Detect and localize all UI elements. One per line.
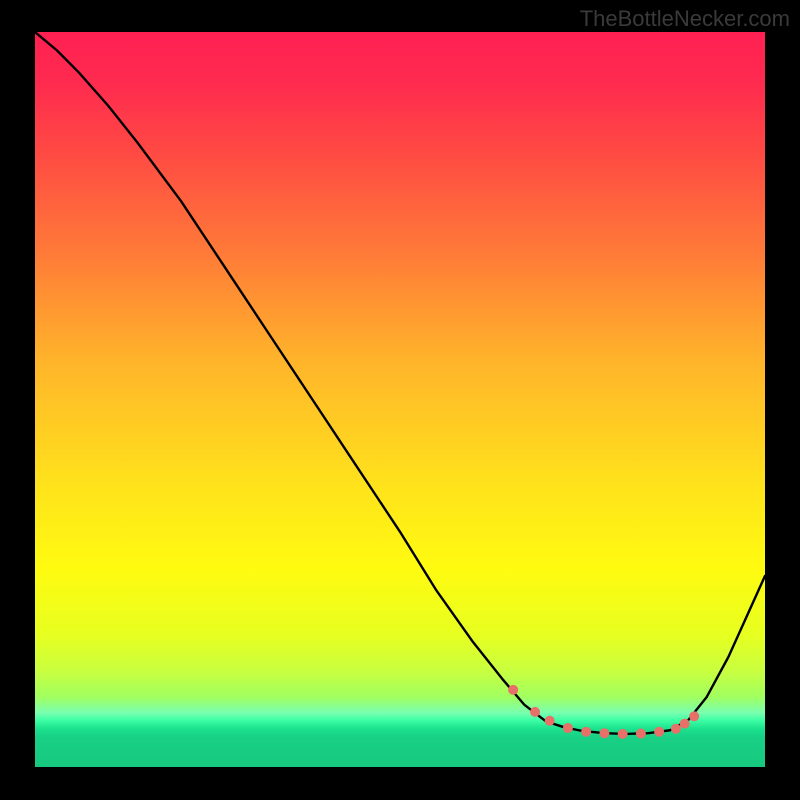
- curve-marker: [636, 729, 646, 739]
- curve-marker: [581, 727, 591, 737]
- curve-marker: [618, 729, 628, 739]
- curve-marker: [654, 727, 664, 737]
- curve-marker: [508, 685, 518, 695]
- curve-marker: [671, 724, 681, 734]
- curve-marker: [545, 716, 555, 726]
- bottleneck-curve: [35, 32, 765, 734]
- curve-layer: [35, 32, 765, 767]
- curve-marker: [680, 719, 690, 729]
- curve-marker: [599, 728, 609, 738]
- watermark-text: TheBottleNecker.com: [580, 6, 790, 32]
- curve-marker: [530, 707, 540, 717]
- plot-area: [35, 32, 765, 767]
- curve-marker: [689, 711, 699, 721]
- curve-marker: [563, 723, 573, 733]
